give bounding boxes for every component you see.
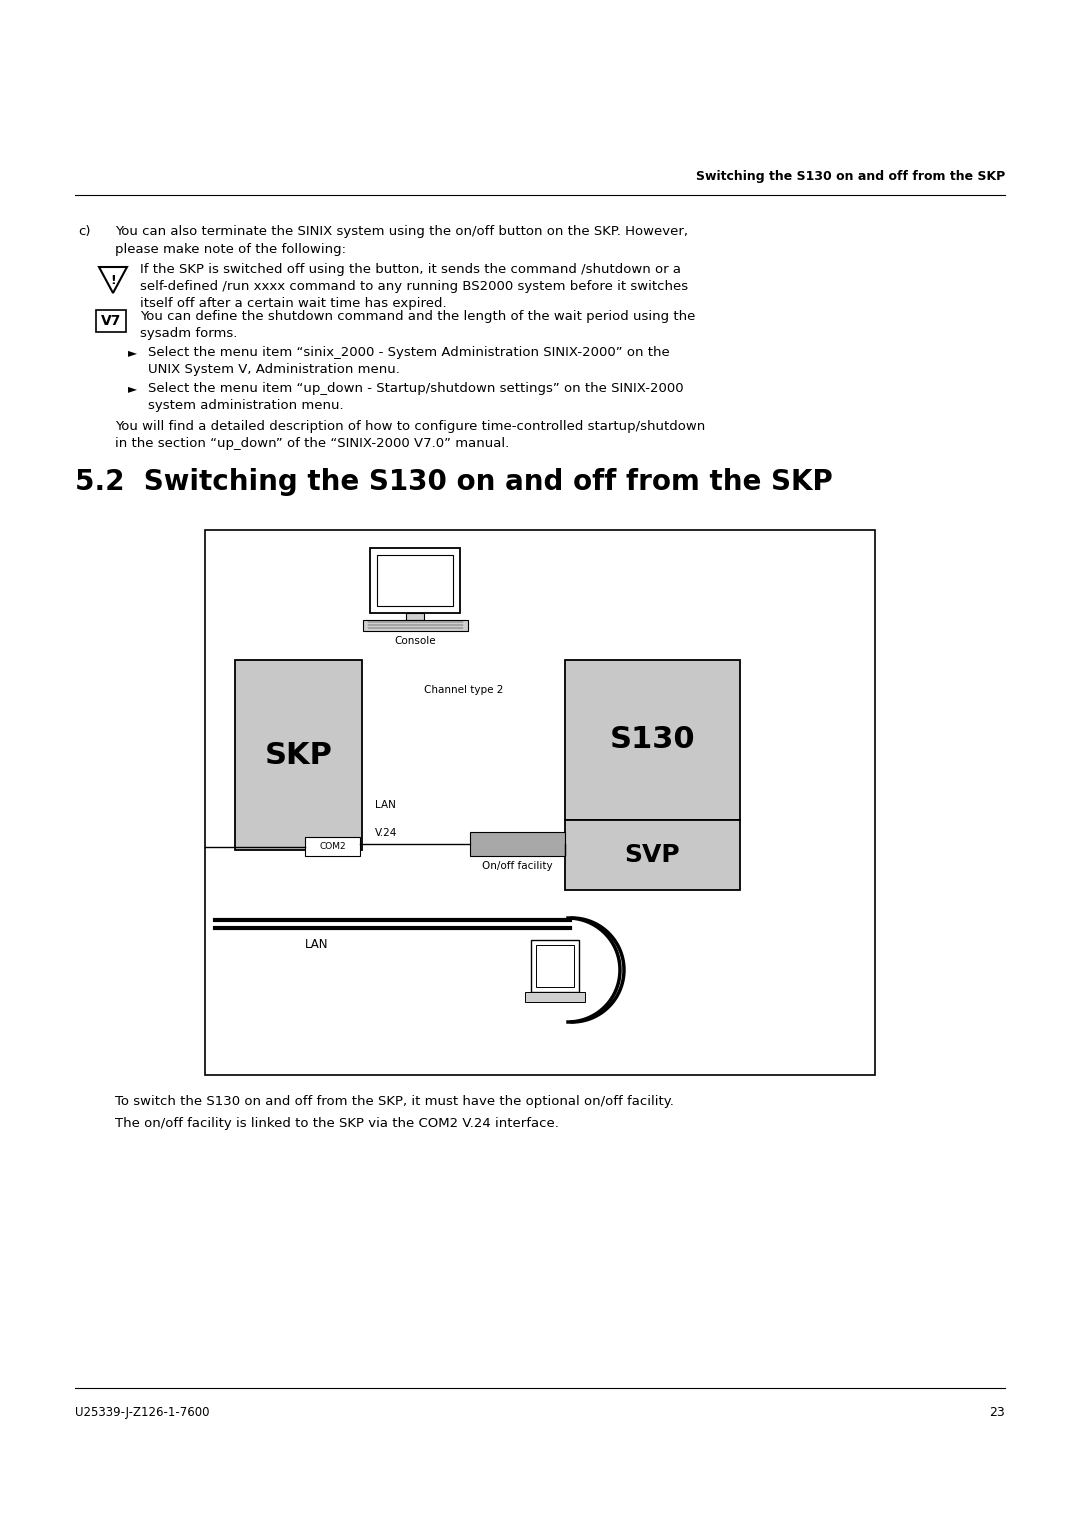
Text: Select the menu item “up_down - Startup/shutdown settings” on the SINIX-2000: Select the menu item “up_down - Startup/… [148, 381, 684, 395]
Text: ►: ► [129, 381, 137, 395]
Text: SKP: SKP [265, 741, 333, 770]
Text: 23: 23 [989, 1406, 1005, 1418]
Text: The on/off facility is linked to the SKP via the COM2 V.24 interface.: The on/off facility is linked to the SKP… [114, 1116, 558, 1130]
Bar [235, 660, 362, 849]
Bar [406, 613, 424, 621]
Text: U25339-J-Z126-1-7600: U25339-J-Z126-1-7600 [75, 1406, 210, 1418]
Text: LAN: LAN [375, 801, 396, 810]
Text: UNIX System V, Administration menu.: UNIX System V, Administration menu. [148, 363, 400, 377]
Text: You can define the shutdown command and the length of the wait period using the: You can define the shutdown command and … [140, 310, 696, 323]
Bar [565, 660, 740, 820]
Bar [96, 310, 126, 332]
Bar [305, 837, 360, 856]
Text: sysadm forms.: sysadm forms. [140, 326, 238, 340]
Bar [363, 621, 468, 631]
Text: SVP: SVP [624, 843, 680, 868]
Text: If the SKP is switched off using the button, it sends the command /shutdown or a: If the SKP is switched off using the but… [140, 262, 681, 276]
Text: c): c) [78, 226, 91, 238]
Bar [377, 555, 453, 605]
Bar [531, 939, 579, 991]
Text: !: ! [110, 274, 116, 288]
Text: please make note of the following:: please make note of the following: [114, 242, 346, 256]
Text: in the section “up_down” of the “SINIX-2000 V7.0” manual.: in the section “up_down” of the “SINIX-2… [114, 438, 510, 450]
Bar [205, 531, 875, 1075]
Text: Channel type 2: Channel type 2 [423, 685, 503, 695]
Text: S130: S130 [610, 726, 696, 755]
Bar [370, 547, 460, 613]
Text: self-defined /run xxxx command to any running BS2000 system before it switches: self-defined /run xxxx command to any ru… [140, 281, 688, 293]
Bar [525, 991, 585, 1002]
Text: Switching the S130 on and off from the SKP: Switching the S130 on and off from the S… [696, 169, 1005, 183]
Text: V7: V7 [100, 314, 121, 328]
Text: V.24: V.24 [375, 828, 397, 839]
Text: itself off after a certain wait time has expired.: itself off after a certain wait time has… [140, 297, 447, 310]
Text: On/off facility: On/off facility [482, 862, 553, 871]
Bar [565, 820, 740, 891]
Text: To switch the S130 on and off from the SKP, it must have the optional on/off fac: To switch the S130 on and off from the S… [114, 1095, 674, 1109]
Text: system administration menu.: system administration menu. [148, 400, 343, 412]
Text: ►: ► [129, 346, 137, 358]
Bar [470, 833, 565, 856]
Text: You will find a detailed description of how to configure time-controlled startup: You will find a detailed description of … [114, 419, 705, 433]
Text: You can also terminate the SINIX system using the on/off button on the SKP. Howe: You can also terminate the SINIX system … [114, 226, 688, 238]
Bar [536, 946, 573, 987]
Text: Console: Console [394, 636, 436, 647]
Text: COM2: COM2 [320, 842, 346, 851]
Text: Select the menu item “sinix_2000 - System Administration SINIX-2000” on the: Select the menu item “sinix_2000 - Syste… [148, 346, 670, 358]
Text: LAN: LAN [305, 938, 328, 952]
Text: 5.2  Switching the S130 on and off from the SKP: 5.2 Switching the S130 on and off from t… [75, 468, 833, 496]
